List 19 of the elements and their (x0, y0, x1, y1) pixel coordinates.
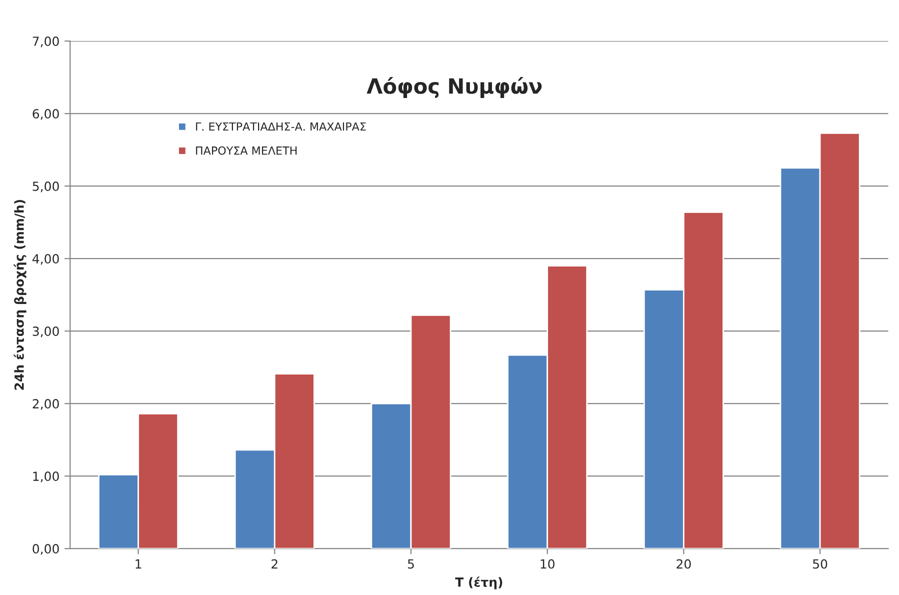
y-tick-label: 0,00 (32, 544, 59, 555)
legend-label: ΠΑΡΟΥΣΑ ΜΕΛΕΤΗ (196, 146, 297, 155)
y-tick-label: 6,00 (32, 109, 59, 120)
x-tick-label: 2 (272, 559, 278, 569)
x-tick-label: 50 (813, 559, 828, 569)
x-tick-label: 1 (136, 559, 142, 569)
y-tick-label: 4,00 (32, 254, 59, 265)
y-tick-label: 7,00 (32, 36, 59, 48)
y-tick-label: 1,00 (33, 472, 59, 482)
x-tick-label: 20 (676, 559, 691, 569)
x-tick-label: 5 (408, 559, 414, 569)
x-tick-label: 10 (540, 559, 554, 569)
y-tick-label: 2,00 (32, 399, 59, 410)
y-axis-title: 24h ένταση βροχής (mm/h) (14, 200, 26, 390)
y-tick-label: 3,00 (32, 326, 59, 338)
x-axis-title: T (έτη) (455, 576, 502, 590)
y-tick-label: 5,00 (32, 182, 59, 192)
text: Λόφος Νυμφών (366, 76, 542, 98)
legend-label: Γ. ΕΥΣΤΡΑΤΙΑΔΗΣ-Α. ΜΑΧΑΙΡΑΣ (196, 122, 366, 131)
